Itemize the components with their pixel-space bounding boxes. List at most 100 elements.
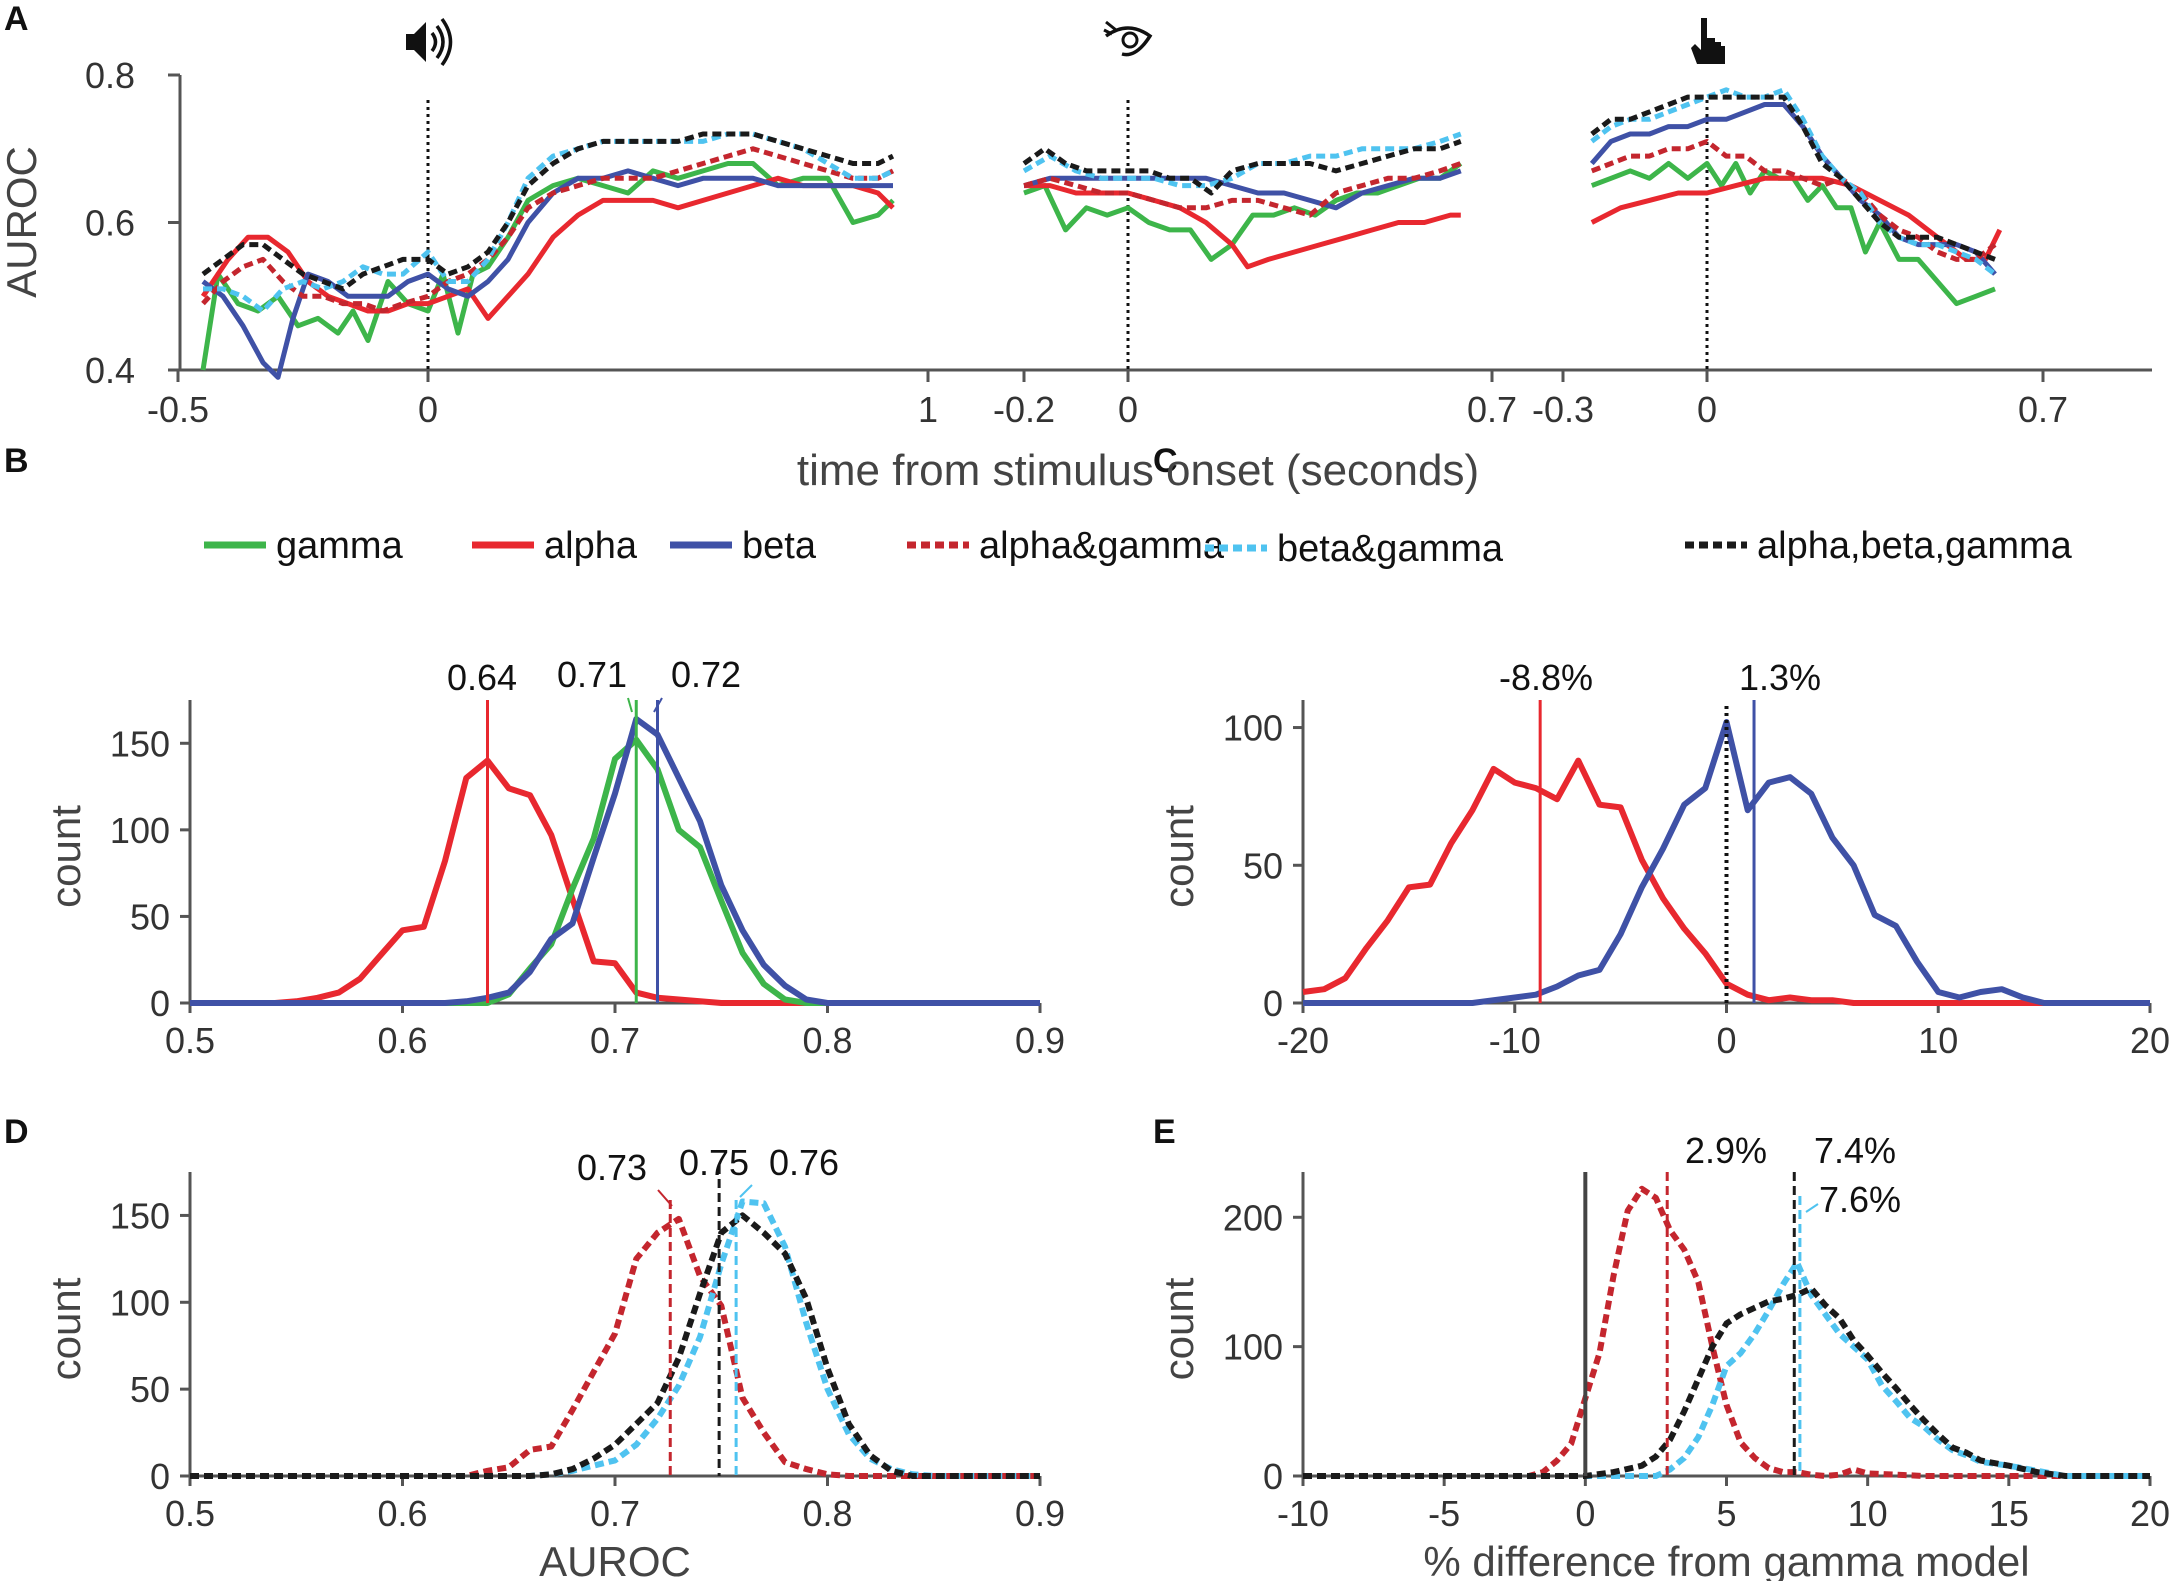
legend-label-beta: beta bbox=[742, 525, 817, 567]
panel-a-x-tick-label: -0.2 bbox=[993, 389, 1055, 430]
panel-a-visual-series-alpha bbox=[1024, 183, 1461, 270]
x-tick-label: -5 bbox=[1428, 1493, 1460, 1534]
y-tick-label: 0 bbox=[1263, 983, 1283, 1024]
marker-label-beta: 0.72 bbox=[671, 654, 741, 695]
legend-item-alpha_gamma: alpha&gamma bbox=[907, 525, 1225, 567]
y-tick-label: 200 bbox=[1223, 1197, 1283, 1238]
panel-a-x-tick-label: 0 bbox=[418, 389, 438, 430]
x-tick-label: 20 bbox=[2130, 1020, 2170, 1061]
marker-leader-beta_gamma bbox=[1805, 1203, 1819, 1213]
panel-a-response-series-alpha_beta_gamma bbox=[1590, 94, 1996, 262]
x-tick-label: 15 bbox=[1989, 1493, 2029, 1534]
panel-a-y-tick-label: 0.8 bbox=[85, 55, 135, 96]
panel-a-visual-series-alpha_beta_gamma bbox=[1022, 139, 1462, 196]
x-tick-label: 0.7 bbox=[590, 1493, 640, 1534]
speaker-icon bbox=[406, 17, 453, 67]
series-beta_gamma bbox=[1303, 1259, 2150, 1479]
marker-leader-gamma bbox=[627, 697, 633, 713]
marker-label-alpha_gamma: 0.73 bbox=[577, 1147, 647, 1188]
series-alpha_gamma bbox=[190, 1215, 1040, 1479]
x-tick-label: 5 bbox=[1716, 1493, 1736, 1534]
y-tick-label: 50 bbox=[130, 896, 170, 937]
y-tick-label: 0 bbox=[150, 983, 170, 1024]
panel-a-sound-series-alpha bbox=[200, 175, 895, 321]
legend-label-gamma: gamma bbox=[276, 525, 404, 567]
panel-a-sound-series-beta bbox=[201, 168, 893, 380]
y-axis-label: count bbox=[42, 805, 89, 908]
x-tick-label: 0.5 bbox=[165, 1020, 215, 1061]
panel-a-y-tick-label: 0.4 bbox=[85, 350, 135, 391]
panel-label-E: E bbox=[1153, 1113, 1176, 1151]
panel-d-chart: 0 50 100 150 0.5 0.6 0.7 0.8 0.9 count AUROC 0.73 0.… bbox=[42, 1142, 1065, 1581]
x-tick-label: 0.9 bbox=[1015, 1020, 1065, 1061]
x-tick-label: 20 bbox=[2130, 1493, 2170, 1534]
x-tick-label: 0.7 bbox=[590, 1020, 640, 1061]
panel-a-visual-series-alpha_gamma bbox=[1023, 161, 1462, 218]
panel-a-y-label: AUROC bbox=[0, 146, 45, 298]
y-tick-label: 100 bbox=[1223, 1327, 1283, 1368]
panel-a-sound-series-alpha_beta_gamma bbox=[201, 131, 895, 292]
x-tick-label: -20 bbox=[1277, 1020, 1329, 1061]
series-alpha_beta_gamma bbox=[190, 1212, 1040, 1479]
panel-b-chart: 0 50 100 150 0.5 0.6 0.7 0.8 0.9 count 0.64 0.71 0.7… bbox=[42, 654, 1065, 1061]
marker-label-alpha: -8.8% bbox=[1499, 657, 1593, 698]
y-tick-label: 50 bbox=[130, 1369, 170, 1410]
panel-label-D: D bbox=[4, 1113, 29, 1151]
panel-a-response-series-beta bbox=[1589, 102, 1997, 276]
y-axis-label: count bbox=[1155, 1277, 1202, 1380]
y-axis-label: count bbox=[42, 1277, 89, 1380]
panel-a-visual-series-gamma bbox=[1023, 161, 1463, 262]
series-alpha_beta_gamma bbox=[1303, 1285, 2150, 1479]
marker-label-gamma: 0.71 bbox=[557, 654, 627, 695]
x-tick-label: 0.5 bbox=[165, 1493, 215, 1534]
panel-a-x-tick-label: -0.5 bbox=[147, 389, 209, 430]
marker-leader-beta bbox=[653, 697, 663, 713]
legend-item-beta: beta bbox=[670, 525, 817, 567]
panel-a-segment-response: -0.3 0 0.7 bbox=[1532, 18, 2068, 430]
x-tick-label: -10 bbox=[1489, 1020, 1541, 1061]
panel-a-segment-visual: -0.2 0 0.7 bbox=[993, 20, 1517, 430]
y-tick-label: 150 bbox=[110, 1195, 170, 1236]
hand-pointer-icon bbox=[1691, 18, 1725, 64]
x-tick-label: 10 bbox=[1848, 1493, 1888, 1534]
series-alpha_gamma bbox=[1303, 1185, 2150, 1479]
panel-label-C: C bbox=[1153, 442, 1178, 480]
legend-item-alpha: alpha bbox=[472, 525, 638, 567]
marker-label-beta_gamma: 0.76 bbox=[769, 1142, 839, 1183]
eye-icon bbox=[1103, 20, 1153, 57]
series-beta_gamma bbox=[190, 1198, 1040, 1479]
panel-a-chart: 0.4 0.6 0.8 AUROC time from stimulus onset (… bbox=[0, 17, 2152, 495]
panel-a-x-tick-label: 0.7 bbox=[1467, 389, 1517, 430]
y-tick-label: 50 bbox=[1243, 845, 1283, 886]
panel-a-x-tick-label: 0 bbox=[1118, 389, 1138, 430]
marker-label-alpha: 0.64 bbox=[447, 657, 517, 698]
x-tick-label: -10 bbox=[1277, 1493, 1329, 1534]
x-tick-label: 0.9 bbox=[1015, 1493, 1065, 1534]
series-alpha bbox=[1302, 757, 2150, 1006]
panel-label-B: B bbox=[4, 442, 29, 480]
y-axis-label: count bbox=[1155, 805, 1202, 908]
x-tick-label: 0.8 bbox=[802, 1493, 852, 1534]
x-tick-label: 0 bbox=[1716, 1020, 1736, 1061]
marker-leader-alpha_gamma bbox=[657, 1189, 673, 1207]
series-beta bbox=[1303, 719, 2150, 1006]
legend-label-alpha_gamma: alpha&gamma bbox=[979, 525, 1225, 567]
y-tick-label: 0 bbox=[150, 1456, 170, 1497]
panel-a-x-tick-label: 0.7 bbox=[2018, 389, 2068, 430]
x-tick-label: 10 bbox=[1918, 1020, 1958, 1061]
series-alpha bbox=[190, 757, 1040, 1006]
marker-leader-beta_gamma bbox=[739, 1184, 753, 1198]
panel-a-x-tick-label: 0 bbox=[1697, 389, 1717, 430]
x-axis-label: AUROC bbox=[539, 1538, 691, 1581]
x-tick-label: 0.6 bbox=[377, 1020, 427, 1061]
legend-item-gamma: gamma bbox=[204, 525, 404, 567]
panel-a-response-series-beta_gamma bbox=[1590, 87, 1997, 277]
marker-label-beta: 1.3% bbox=[1739, 657, 1821, 698]
panel-a-visual-series-beta bbox=[1023, 168, 1462, 211]
marker-label-alpha_gamma: 2.9% bbox=[1685, 1130, 1767, 1171]
marker-label-alpha_beta_gamma: 7.4% bbox=[1814, 1130, 1896, 1171]
y-tick-label: 100 bbox=[1223, 708, 1283, 749]
panel-a-x-tick-label: -0.3 bbox=[1532, 389, 1594, 430]
panel-a-y-tick-label: 0.6 bbox=[85, 203, 135, 244]
